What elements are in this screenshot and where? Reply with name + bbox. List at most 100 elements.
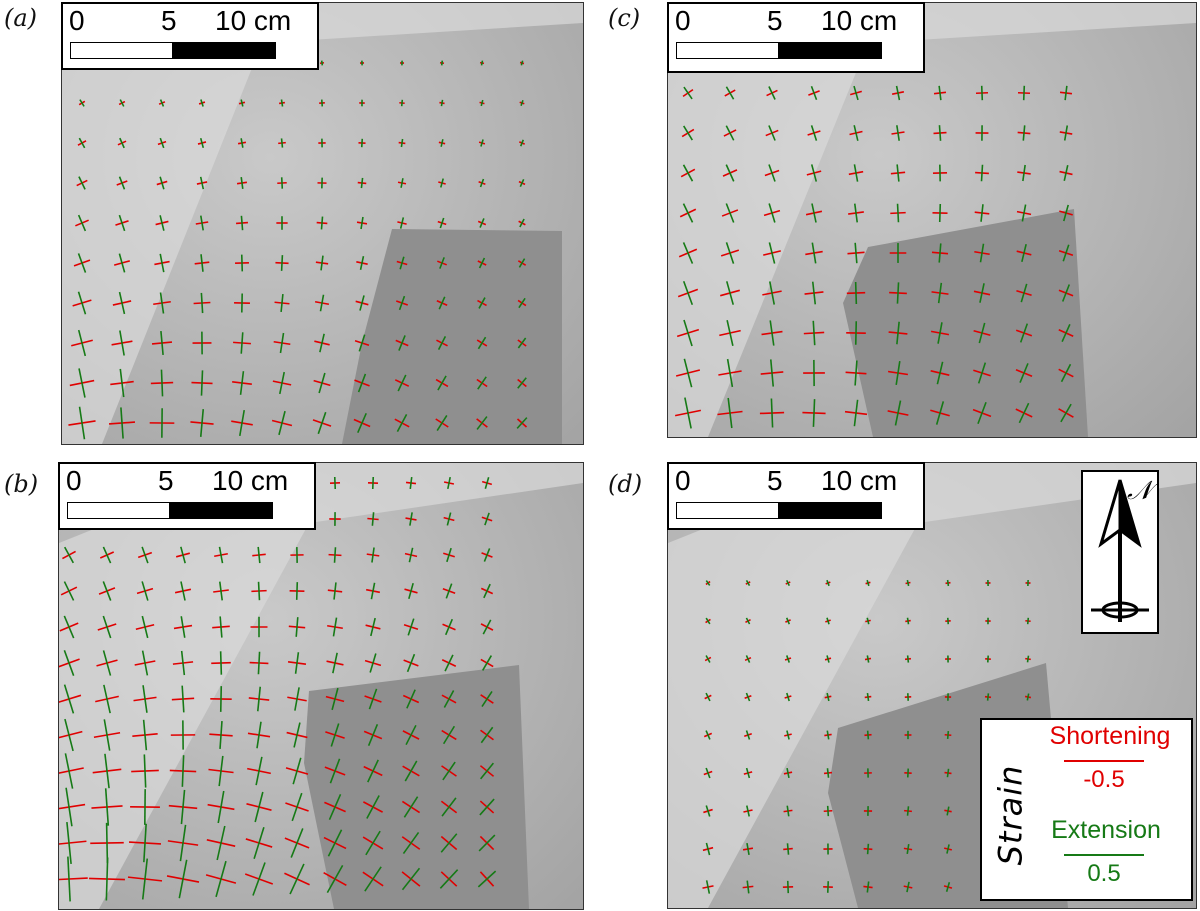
rigid-block <box>843 209 1088 437</box>
extension-axis <box>278 371 286 395</box>
north-arrow-box: 𝒩 <box>1081 470 1159 634</box>
strain-cross <box>904 655 912 663</box>
extension-axis <box>103 684 111 714</box>
strain-cross <box>763 242 781 264</box>
strain-cross <box>356 216 368 230</box>
strain-cross <box>133 685 157 713</box>
extension-axis <box>482 619 492 635</box>
strain-cross <box>437 217 447 229</box>
strain-cross <box>845 360 867 386</box>
extension-axis <box>199 176 205 190</box>
extension-axis <box>1063 204 1069 222</box>
extension-axis <box>682 164 694 182</box>
strain-cross <box>356 256 368 270</box>
strain-cross <box>284 828 310 858</box>
strain-cross <box>366 547 380 563</box>
extension-axis <box>67 856 71 902</box>
extension-axis <box>407 618 415 636</box>
strain-cross <box>198 99 206 107</box>
strain-cross <box>76 176 88 190</box>
strain-cross <box>354 334 370 352</box>
strain-cross <box>167 824 199 862</box>
strain-cross <box>863 881 873 893</box>
extension-axis <box>330 723 340 747</box>
strain-cross <box>762 281 782 305</box>
strain-cross <box>325 723 345 747</box>
strain-cross <box>318 138 326 148</box>
extension-axis <box>1019 363 1029 383</box>
extension-axis <box>906 881 910 893</box>
strain-cross <box>289 582 305 600</box>
strain-cross <box>824 692 832 702</box>
extension-axis <box>519 218 525 228</box>
extension-axis <box>295 617 299 637</box>
strain-cross <box>327 617 343 637</box>
strain-cross <box>354 373 370 393</box>
panel-b-image <box>59 463 583 909</box>
extension-axis <box>477 336 487 350</box>
extension-axis <box>219 720 223 750</box>
extension-axis <box>906 806 910 816</box>
extension-axis <box>118 291 126 315</box>
strain-cross <box>849 125 863 141</box>
strain-cross <box>890 203 906 223</box>
extension-axis <box>854 360 858 386</box>
extension-axis <box>986 693 990 701</box>
strain-cross <box>246 791 272 823</box>
extension-axis <box>159 292 165 314</box>
strain-cross <box>398 138 406 148</box>
extension-axis <box>332 652 338 674</box>
extension-axis <box>255 756 263 786</box>
scale-tick-10: 10 cm <box>215 5 292 36</box>
strain-cross <box>930 322 950 344</box>
strain-cross <box>135 615 155 639</box>
extension-axis <box>1026 617 1030 625</box>
scale-bar-b: 0 5 10 cm <box>58 462 316 530</box>
strain-cross <box>888 321 908 345</box>
extension-axis <box>63 546 75 564</box>
extension-axis <box>119 368 125 398</box>
extension-axis <box>102 650 112 676</box>
strain-cross <box>825 579 831 587</box>
extension-axis <box>360 138 364 148</box>
extension-axis <box>866 730 870 740</box>
strain-cross <box>745 579 751 587</box>
strain-cross <box>151 330 173 356</box>
strain-cross <box>436 296 448 310</box>
extension-axis <box>826 617 830 625</box>
extension-axis <box>326 864 344 894</box>
extension-axis <box>159 176 165 190</box>
extension-axis <box>446 547 452 563</box>
strain-cross <box>519 139 525 147</box>
extension-axis <box>1020 283 1028 303</box>
extension-axis <box>810 164 818 182</box>
strain-cross <box>764 164 780 182</box>
strain-cross <box>112 291 132 315</box>
strain-cross <box>720 281 740 305</box>
strain-cross <box>1015 323 1033 343</box>
strain-cross <box>153 292 171 314</box>
strain-cross <box>357 177 367 189</box>
extension-axis <box>290 828 304 858</box>
strain-cross <box>1059 85 1073 101</box>
extension-axis <box>319 294 325 312</box>
strain-cross <box>247 721 271 749</box>
strain-cross <box>1016 283 1032 303</box>
strain-cross <box>326 652 344 674</box>
extension-axis <box>768 86 776 100</box>
strain-cross <box>943 882 953 892</box>
extension-axis <box>894 400 902 426</box>
extension-axis <box>520 99 524 107</box>
extension-axis <box>256 686 262 712</box>
extension-axis <box>280 99 284 107</box>
extension-axis <box>78 176 86 190</box>
strain-cross <box>367 512 379 526</box>
strain-cross <box>945 617 951 625</box>
strain-cross <box>441 690 457 708</box>
strain-cross <box>277 177 287 189</box>
strain-cross <box>170 720 196 750</box>
tank-wall <box>59 463 583 909</box>
extension-axis <box>786 805 790 817</box>
extension-axis <box>853 164 859 182</box>
extension-axis <box>517 337 527 349</box>
